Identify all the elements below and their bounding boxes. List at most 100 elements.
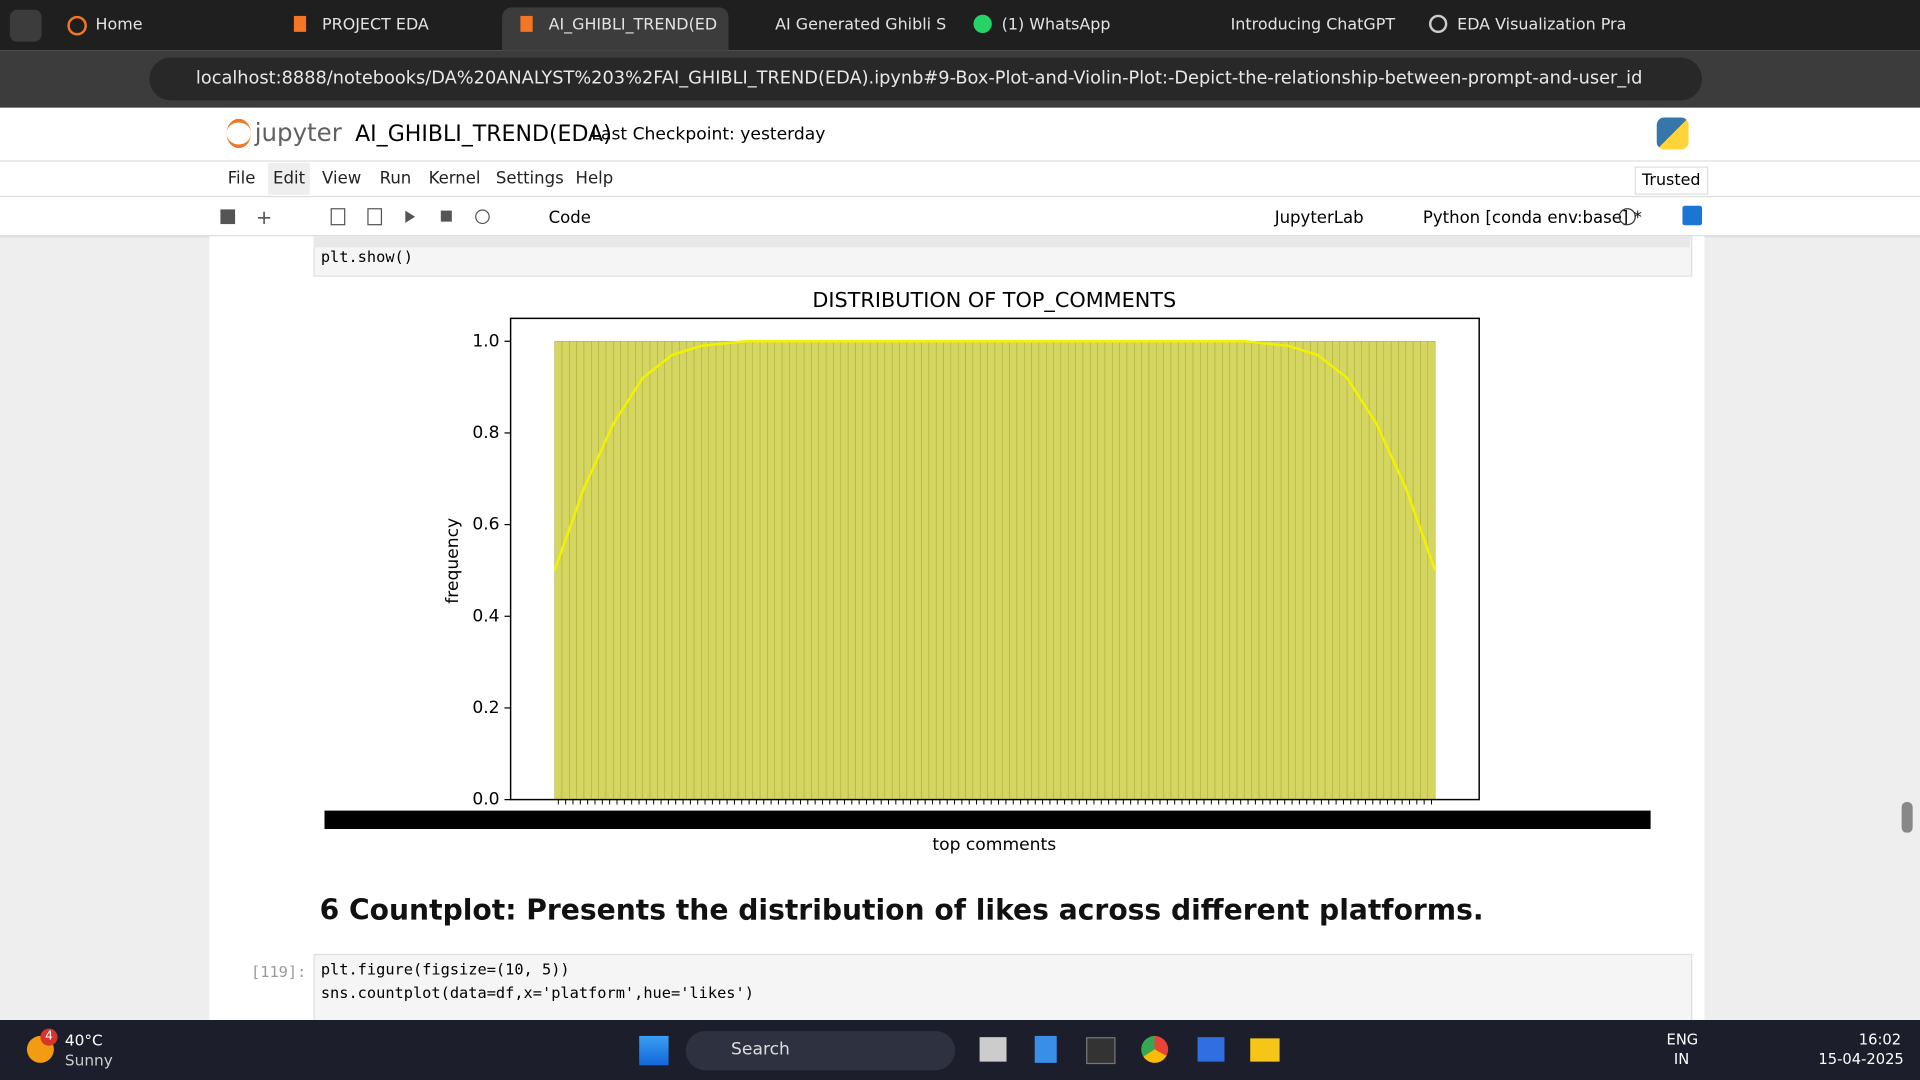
start-button[interactable] [639,1035,669,1066]
jupyter-logo[interactable]: jupyter [254,117,342,147]
tab-icon [520,15,533,32]
bar [1119,341,1128,800]
bar [605,341,614,800]
bar [715,341,724,800]
run-button[interactable] [405,210,416,223]
chart: DISTRIBUTION OF TOP_COMMENTS frequency t… [324,288,1651,855]
bar [1192,341,1201,800]
jupyter-logo-mark [226,118,252,149]
bar [1317,341,1326,800]
bar [1405,341,1414,800]
bar [965,341,974,800]
y-axis-label: frequency [443,518,463,604]
y-tick-label: 1.0 [472,331,499,351]
stop-button[interactable] [440,210,452,222]
bar [796,341,805,800]
add-button[interactable]: + [255,205,273,229]
tab[interactable]: Home [95,15,143,35]
taskbar-app[interactable] [1250,1038,1280,1062]
url-box[interactable] [149,57,1703,101]
taskbar-app[interactable] [979,1037,1007,1062]
copy-button[interactable] [330,208,346,226]
bar [583,341,592,800]
menu-item[interactable]: Settings [495,168,564,189]
tab[interactable]: PROJECT EDA [322,15,429,35]
bar [1075,341,1084,800]
clock-time[interactable]: 16:02 [1858,1031,1902,1049]
bar [1046,341,1054,800]
toggle[interactable] [1682,205,1703,226]
tab-icon [1428,14,1448,34]
notebook-title[interactable]: AI_GHIBLI_TREND(EDA) [355,121,612,147]
search-box[interactable] [685,1031,956,1071]
divider [0,235,1920,237]
paste-button[interactable] [367,208,383,226]
bar [1200,341,1208,800]
x-axis-label: top comments [932,835,1056,855]
tab[interactable]: AI Generated Ghibli S [775,15,947,35]
bar [1126,341,1135,800]
bar [627,341,636,800]
bar [818,341,827,800]
bar [657,341,665,800]
scrollbar-thumb[interactable] [1901,802,1913,833]
clock-date[interactable]: 15-04-2025 [1818,1050,1904,1068]
kernel-name[interactable]: Python [conda env:base] * [1422,208,1642,228]
bar [1185,341,1194,800]
language-region[interactable]: IN [1673,1050,1690,1068]
divider [0,160,1920,162]
save-button[interactable] [220,209,236,225]
menu-item[interactable]: Edit [268,162,310,195]
taskbar [0,1020,1920,1080]
bar [1207,341,1216,800]
menu-item[interactable]: Run [379,168,412,189]
bar [649,341,658,800]
bar [1112,341,1120,800]
bar [642,341,651,800]
taskbar-app[interactable] [1197,1037,1225,1062]
bar [943,341,952,800]
menu-item[interactable]: View [322,168,362,189]
bar [1068,341,1076,800]
taskbar-app[interactable] [1034,1035,1057,1063]
menu-item[interactable]: File [227,168,256,189]
axes-frame [509,317,1480,801]
bar [1236,341,1245,800]
url[interactable]: localhost:8888/notebooks/DA%20ANALYST%20… [195,68,1643,89]
code-cell[interactable] [313,953,1693,1030]
bar [913,341,922,800]
bar [1097,341,1106,800]
bar [1376,341,1385,800]
bar [686,341,695,800]
y-tick-label: 0.4 [472,606,499,626]
menu-item[interactable]: Kernel [428,168,481,189]
tab[interactable]: EDA Visualization Pra [1457,15,1627,35]
tab[interactable]: (1) WhatsApp [1001,15,1111,35]
menu-item[interactable]: Help [575,168,614,189]
python-logo [1656,117,1689,150]
bar [723,341,731,800]
tab-search[interactable] [9,9,42,42]
taskbar-app[interactable] [1141,1035,1169,1063]
jupyterlab-link[interactable]: JupyterLab [1274,208,1364,228]
cell-type[interactable]: Code [548,208,591,228]
trusted[interactable]: Trusted [1634,166,1708,195]
restart-button[interactable] [475,209,490,225]
bar [759,341,768,800]
bar [1170,341,1179,800]
language[interactable]: ENG [1666,1031,1699,1049]
bar [774,341,783,800]
jupyter-header [0,107,1920,238]
bar [1141,341,1150,800]
bar [1016,341,1025,800]
bar [884,341,893,800]
search-label[interactable]: Search [731,1039,790,1060]
tab[interactable]: Introducing ChatGPT [1230,15,1396,35]
bar [1222,341,1230,800]
bar [1053,341,1062,800]
taskbar-app[interactable] [1086,1037,1116,1065]
bar [899,341,908,800]
tab[interactable]: AI_GHIBLI_TREND(ED [502,7,729,51]
bar [1251,341,1260,800]
bar [561,341,570,800]
